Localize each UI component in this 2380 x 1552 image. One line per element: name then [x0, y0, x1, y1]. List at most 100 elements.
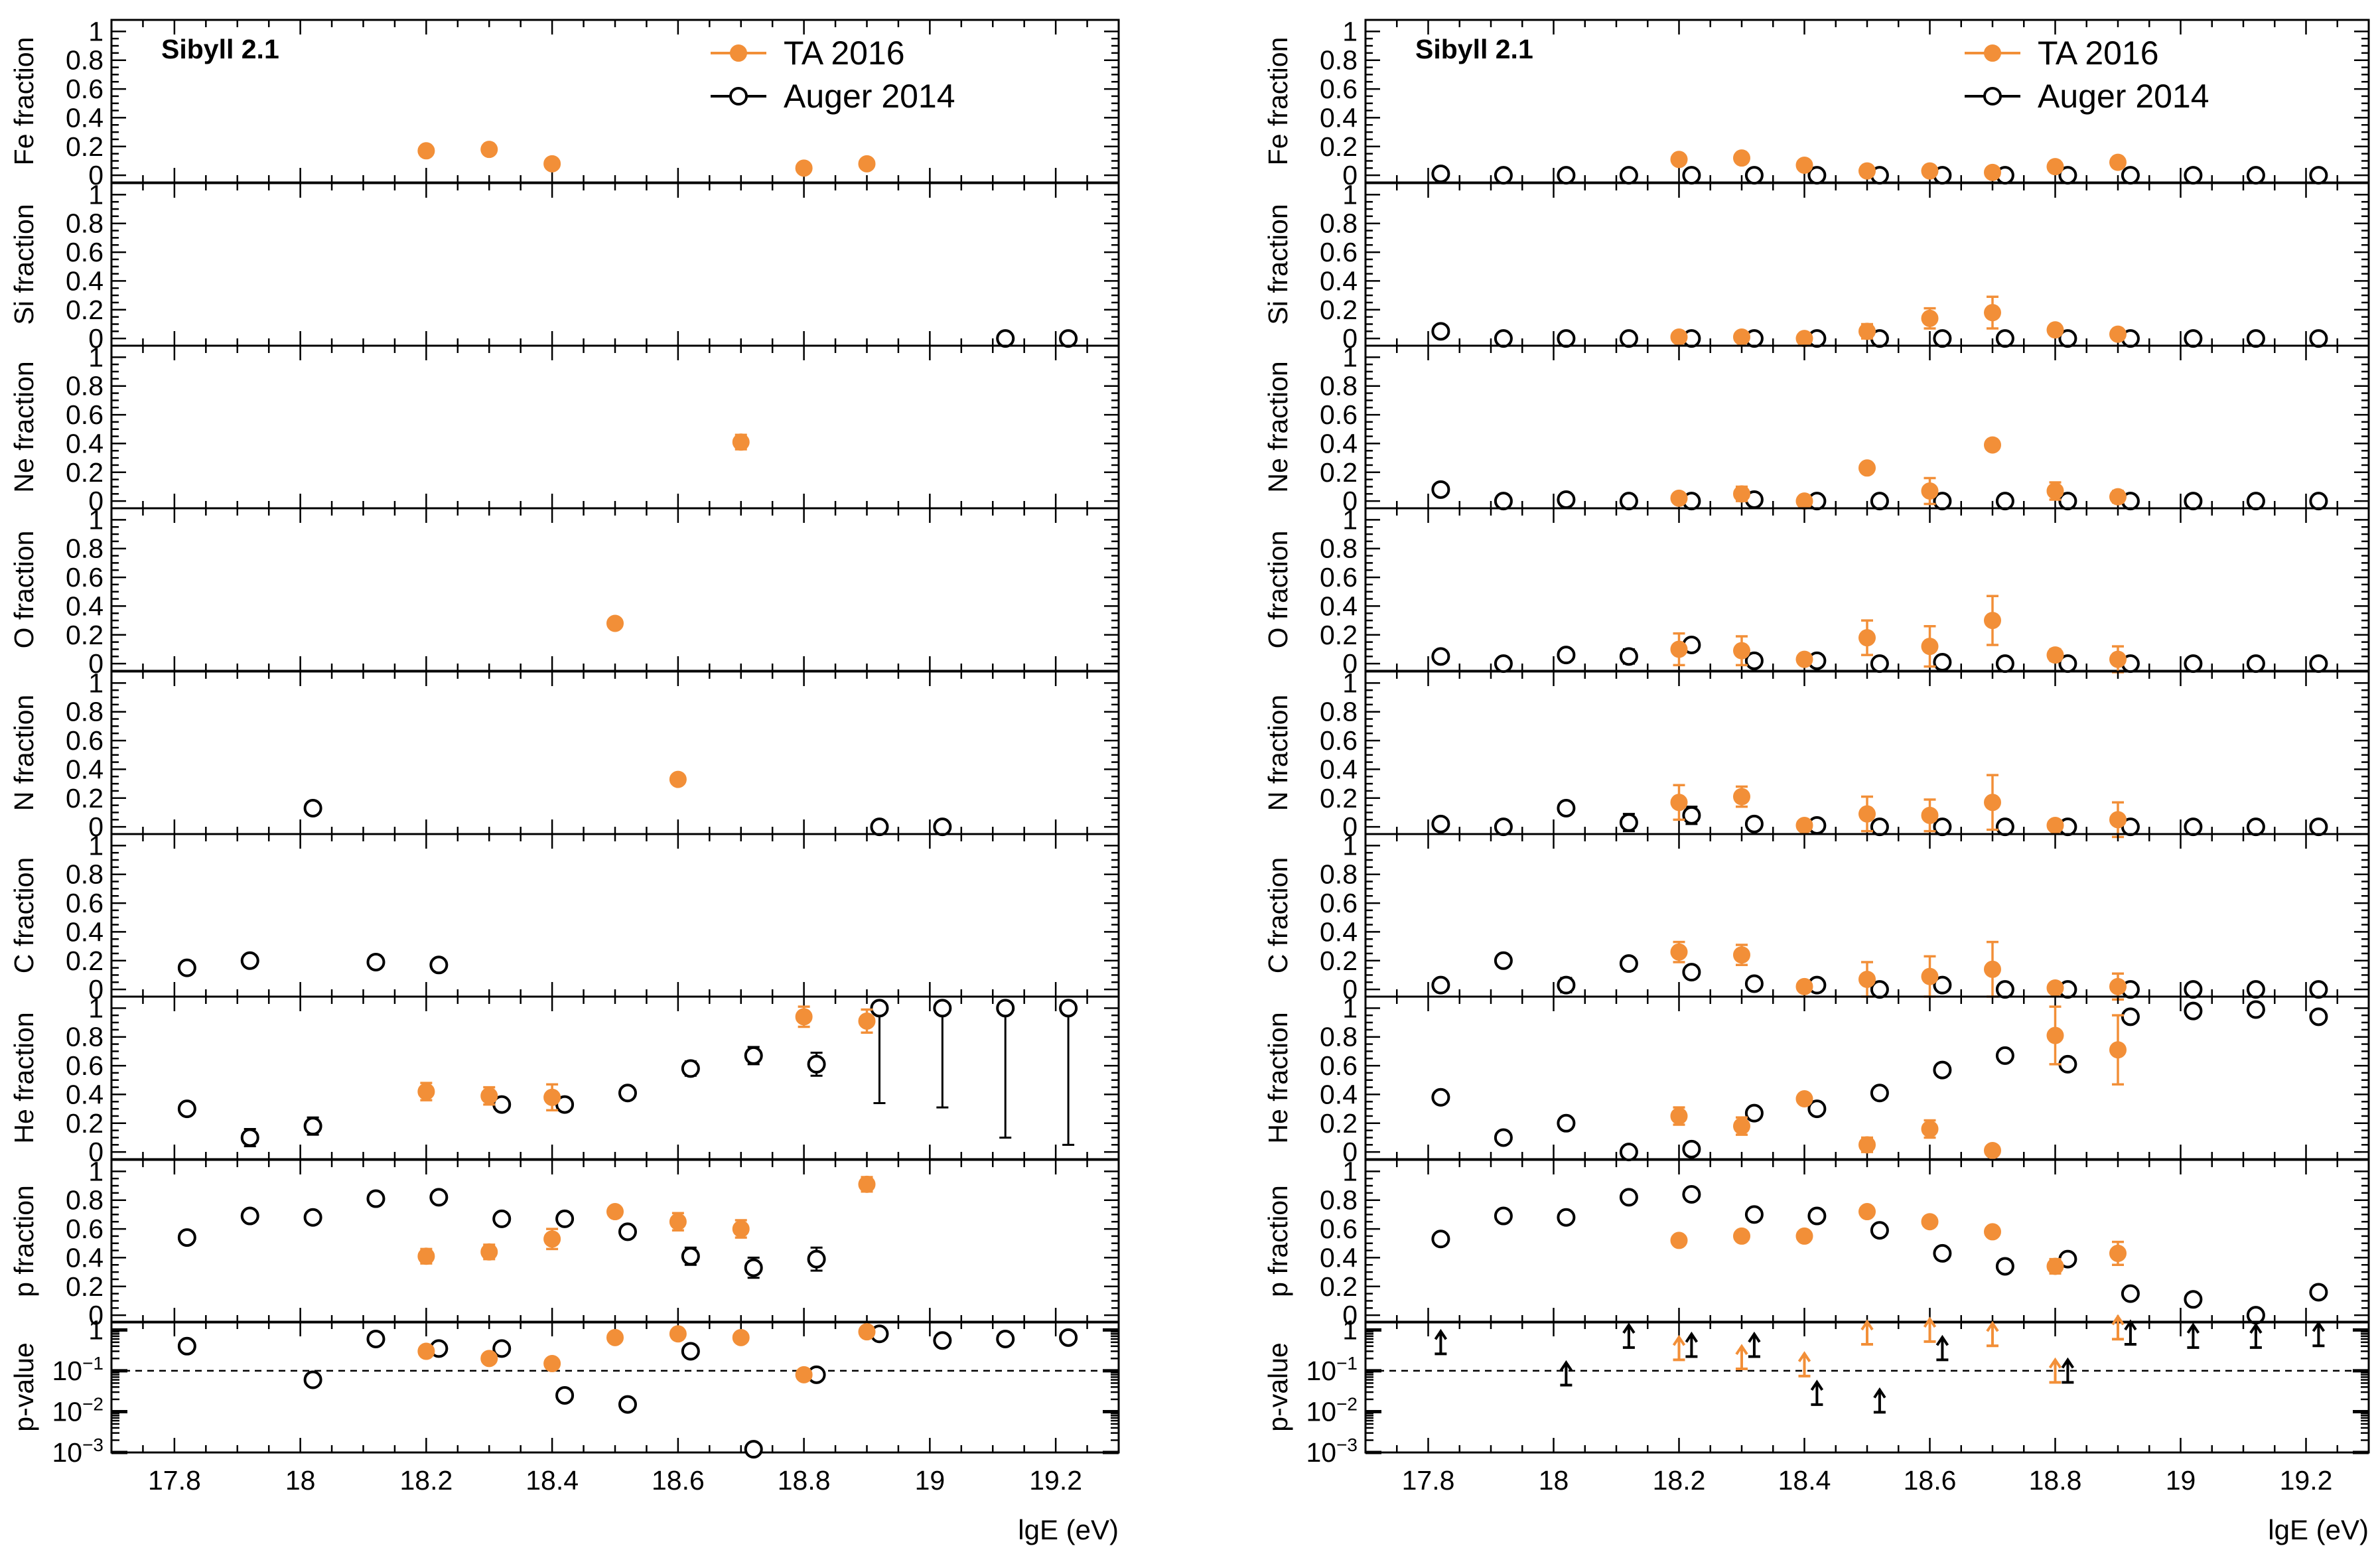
auger-point — [618, 1222, 637, 1241]
ta-point — [2109, 977, 2127, 995]
auger-pvalue-limit-head — [1622, 1322, 1636, 1334]
ta-pvalue-point — [417, 1342, 435, 1360]
panel-frame — [110, 344, 1120, 510]
auger-point — [2246, 1000, 2265, 1019]
auger-point — [2246, 166, 2265, 185]
x-axis-label: lgE (eV) — [1018, 1514, 1119, 1545]
y-tick-label: 0 — [88, 323, 104, 354]
auger-point — [870, 817, 889, 837]
ta-point — [2046, 979, 2064, 997]
auger-point — [2121, 166, 2140, 185]
y-tick-label: 0 — [88, 811, 104, 842]
auger-point — [933, 817, 952, 837]
y-tick-label: 0.4 — [1320, 754, 1358, 784]
y-axis-label: C fraction — [9, 857, 39, 973]
y-tick-label: 0.8 — [66, 697, 104, 727]
auger-point — [1494, 817, 1513, 837]
auger-point — [240, 1128, 259, 1147]
ta-pvalue-limit-head — [1860, 1319, 1874, 1331]
y-tick-label: 0.8 — [66, 371, 104, 401]
y-tick-label: 0.6 — [1320, 1050, 1358, 1081]
y-tick-label: 10−2 — [52, 1393, 104, 1427]
auger-point — [2309, 980, 2328, 999]
ta-point — [1795, 156, 1813, 174]
ta-pvalue-limit-head — [1923, 1316, 1937, 1328]
auger-pvalue-point — [996, 1329, 1015, 1348]
auger-point — [2246, 329, 2265, 348]
y-tick-label: 1 — [1342, 668, 1358, 698]
auger-point — [996, 329, 1015, 348]
auger-point — [2184, 492, 2203, 511]
ta-point — [2109, 811, 2127, 829]
y-tick-label: 0.8 — [1320, 1185, 1358, 1216]
y-tick-label: 10−1 — [52, 1353, 104, 1386]
x-tick-label: 18.2 — [399, 1465, 453, 1496]
ta-point — [1984, 960, 2001, 978]
y-tick-label: 0.6 — [66, 399, 104, 430]
ta-point — [858, 1012, 876, 1030]
auger-point — [1619, 492, 1638, 511]
panel-frame — [110, 670, 1120, 835]
ta-point — [1733, 149, 1750, 167]
ta-pvalue-point — [669, 1325, 687, 1343]
ta-point — [2046, 816, 2064, 834]
ta-point — [1733, 1227, 1750, 1245]
legend-ta-marker — [730, 44, 747, 62]
x-tick-label: 18.4 — [525, 1465, 579, 1496]
y-tick-label: 0.8 — [1320, 533, 1358, 564]
ta-point — [1984, 612, 2001, 630]
auger-point — [492, 1209, 512, 1228]
auger-point — [1870, 654, 1889, 673]
panel-he: 00.20.40.60.81 He fraction — [9, 993, 1120, 1167]
auger-point — [1431, 480, 1450, 499]
ta-point — [1670, 794, 1688, 811]
auger-point — [2246, 980, 2265, 999]
ta-point — [480, 141, 498, 159]
ta-point — [480, 1087, 498, 1105]
y-tick-label: 0.6 — [1320, 1214, 1358, 1244]
panel-c: 00.20.40.60.81 C fraction — [1263, 830, 2370, 1005]
y-tick-label: 0.2 — [1320, 131, 1358, 162]
panel-frame — [110, 833, 1120, 998]
auger-point — [1431, 975, 1450, 995]
y-tick-label: 0 — [1342, 1137, 1358, 1167]
auger-point — [1494, 1206, 1513, 1226]
ta-point — [1795, 816, 1813, 834]
y-tick-label: 10−3 — [1306, 1435, 1358, 1468]
ta-point — [669, 770, 687, 788]
ta-pvalue-point — [543, 1355, 561, 1373]
auger-point — [2184, 980, 2203, 999]
auger-point — [177, 1099, 196, 1119]
y-tick-label: 1 — [88, 668, 104, 698]
auger-point — [1619, 1188, 1638, 1207]
auger-point — [870, 999, 889, 1018]
auger-point — [1744, 974, 1764, 993]
auger-point — [366, 1189, 385, 1208]
auger-pvalue-limit-head — [2249, 1322, 2263, 1334]
y-tick-label: 0 — [88, 648, 104, 679]
auger-point — [1995, 817, 2014, 837]
y-tick-label: 0.6 — [1320, 74, 1358, 104]
auger-point — [1557, 166, 1576, 185]
y-axis-label: p fraction — [9, 1185, 39, 1297]
y-tick-label: 0.8 — [66, 859, 104, 890]
auger-point — [1557, 490, 1576, 509]
ta-point — [1795, 1090, 1813, 1107]
y-tick-label: 0.6 — [1320, 237, 1358, 267]
y-tick-label: 0 — [1342, 486, 1358, 516]
y-tick-label: 0.6 — [1320, 725, 1358, 756]
legend-auger-marker — [729, 87, 748, 106]
y-tick-label: 1 — [88, 179, 104, 210]
y-tick-label: 1 — [88, 504, 104, 535]
x-tick-label: 19 — [915, 1465, 945, 1496]
y-tick-label: 1 — [88, 1314, 104, 1345]
ta-point — [1670, 489, 1688, 507]
y-axis-label: O fraction — [9, 531, 39, 649]
auger-pvalue-limit-head — [2186, 1322, 2200, 1334]
panel-p-value: 10−3 10−2 10−1 1 p-value — [9, 1314, 1120, 1468]
y-axis-label: N fraction — [9, 695, 39, 811]
auger-point — [1619, 329, 1638, 348]
auger-point — [1807, 1099, 1827, 1119]
